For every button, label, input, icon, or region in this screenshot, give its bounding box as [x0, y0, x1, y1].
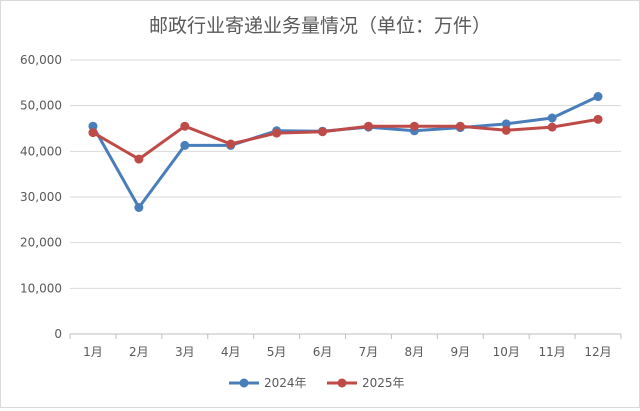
gridlines: [70, 59, 621, 335]
legend: 2024年 2025年: [229, 376, 405, 390]
x-tick-label: 3月: [175, 345, 195, 359]
data-point: [455, 121, 465, 131]
data-point: [593, 92, 603, 102]
data-point: [226, 139, 236, 149]
data-point: [180, 121, 190, 131]
y-tick-label: 20,000: [20, 236, 62, 250]
data-point: [88, 128, 98, 138]
legend-item: 2025年: [327, 376, 405, 390]
data-point: [501, 125, 511, 135]
data-point: [180, 140, 190, 150]
data-point: [272, 128, 282, 138]
data-point: [547, 122, 557, 132]
data-point: [593, 114, 603, 124]
legend-marker: [337, 378, 347, 388]
legend-label: 2024年: [264, 376, 307, 390]
x-tick-label: 6月: [313, 345, 333, 359]
data-point: [134, 154, 144, 164]
data-point: [88, 121, 98, 131]
x-axis: 1月 2月 3月 4月 5月 6月 7月 8月 9月 10月 11月 12月: [69, 333, 622, 359]
legend-item: 2024年: [229, 376, 307, 390]
x-tick-label: 7月: [359, 345, 379, 359]
series-line: [91, 95, 600, 209]
series-2025年: [88, 114, 603, 164]
series-2024年: [88, 92, 603, 213]
series-lines: [88, 92, 603, 213]
legend-label: 2025年: [362, 376, 405, 390]
x-tick-label: 8月: [405, 345, 425, 359]
legend-marker: [239, 378, 249, 388]
x-tick-label: 12月: [584, 345, 611, 359]
x-tick-label: 1月: [83, 345, 103, 359]
data-point: [134, 203, 144, 213]
y-tick-label: 50,000: [20, 99, 62, 113]
x-tick-label: 9月: [450, 345, 470, 359]
y-tick-label: 60,000: [20, 53, 62, 67]
data-point: [547, 113, 557, 123]
data-point: [318, 127, 328, 137]
y-tick-label: 30,000: [20, 190, 62, 204]
data-point: [501, 119, 511, 129]
x-tick-label: 2月: [129, 345, 149, 359]
y-tick-label: 0: [54, 327, 62, 341]
y-axis-ticks: 0 10,000 20,000 30,000 40,000 50,000 60,000: [20, 53, 62, 341]
y-tick-label: 10,000: [20, 281, 62, 295]
x-tick-label: 10月: [493, 345, 520, 359]
chart-title: 邮政行业寄递业务量情况（单位：万件）: [149, 15, 491, 37]
x-tick-label: 5月: [267, 345, 287, 359]
data-point: [409, 121, 419, 131]
x-tick-label: 4月: [221, 345, 241, 359]
series-line: [91, 117, 600, 161]
x-tick-label: 11月: [538, 345, 565, 359]
data-point: [363, 121, 373, 131]
y-tick-label: 40,000: [20, 144, 62, 158]
